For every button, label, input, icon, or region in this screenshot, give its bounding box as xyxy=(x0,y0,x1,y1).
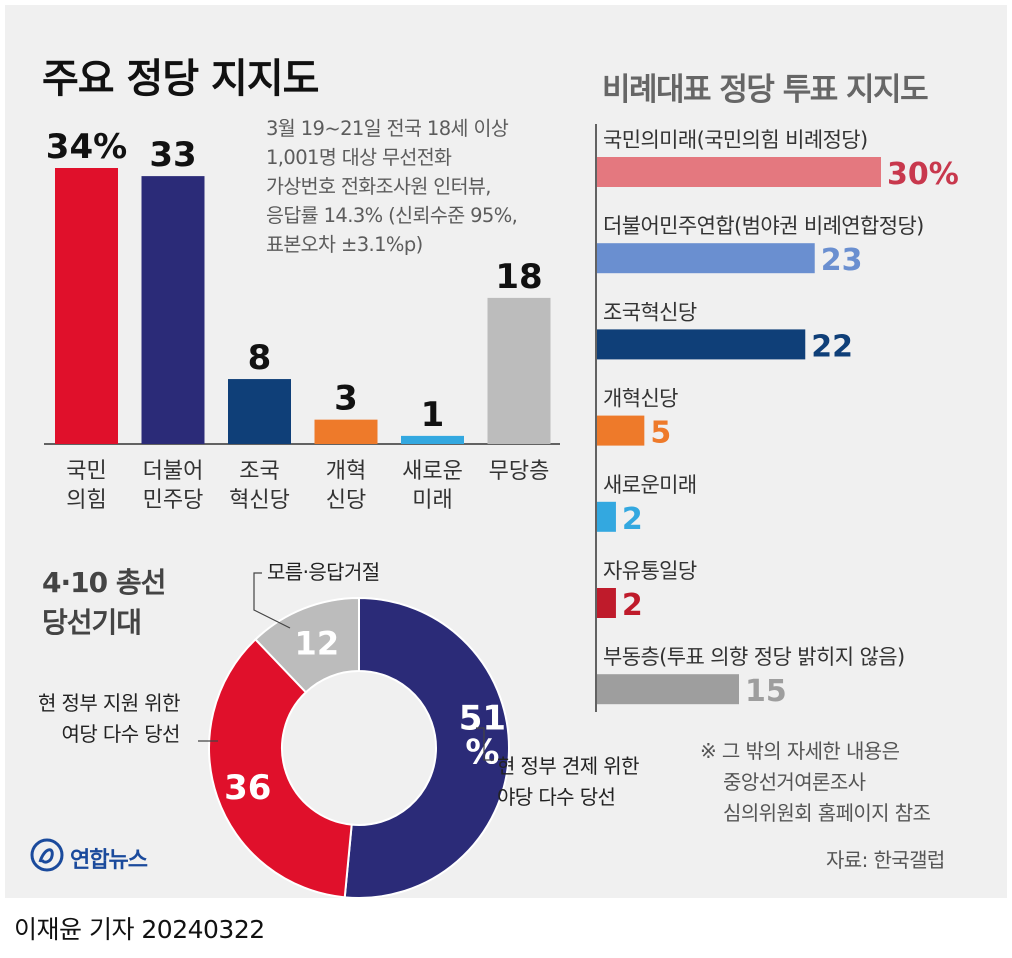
bar-category-label-5: 무당층 xyxy=(489,459,550,484)
yonhap-logo-icon xyxy=(30,838,64,872)
bar-2 xyxy=(228,379,291,444)
hbar-5 xyxy=(597,588,616,618)
hbar-value-label-0: 30% xyxy=(887,157,959,192)
hbar-value-label-5: 2 xyxy=(622,588,643,623)
hbar-6 xyxy=(597,674,739,705)
hbar-value-label-2: 22 xyxy=(811,329,853,364)
hbar-category-label-0: 국민의미래(국민의힘 비례정당) xyxy=(603,128,868,152)
bar-5 xyxy=(487,297,551,444)
donut-value-label-2: 12 xyxy=(295,625,340,663)
donut-slice-2 xyxy=(254,596,360,694)
hbar-value-label-3: 5 xyxy=(650,416,671,451)
hbar-category-label-2: 조국혁신당 xyxy=(603,300,697,324)
bar-value-label-4: 1 xyxy=(421,395,445,435)
hbar-2 xyxy=(597,329,806,360)
footnote: ※ 그 밖의 자세한 내용은 중앙선거여론조사 심의위원회 홈페이지 참조 xyxy=(700,739,931,825)
main-title: 주요 정당 지지도 xyxy=(42,56,319,102)
bar-value-label-3: 3 xyxy=(334,379,358,419)
bar-category-label-0: 국민 의힘 xyxy=(66,459,106,513)
hbar-value-label-6: 15 xyxy=(745,674,787,709)
byline: 이재윤 기자 20240322 xyxy=(14,915,265,944)
hbar-category-label-6: 부동층(투표 의향 정당 밝히지 않음) xyxy=(603,645,905,669)
donut-label-ruling: 현 정부 지원 위한 여당 다수 당선 xyxy=(38,691,180,746)
bar-category-label-1: 더불어 민주당 xyxy=(143,459,204,513)
survey-note: 3월 19~21일 전국 18세 이상 1,001명 대상 무선전화 가상번호 … xyxy=(266,117,518,256)
donut-label-opposition: 현 정부 견제 위한 야당 다수 당선 xyxy=(497,754,639,809)
hbar-3 xyxy=(597,415,645,446)
donut-title: 4·10 총선 당선기대 xyxy=(42,566,166,639)
leader-line-2 xyxy=(253,572,291,629)
hbar-0 xyxy=(597,157,881,187)
hbar-1 xyxy=(597,243,815,274)
hbar-category-label-5: 자유통일당 xyxy=(603,559,697,583)
bar-value-label-1: 33 xyxy=(149,135,196,175)
donut-value-label-0: 51% xyxy=(459,698,506,772)
hbar-value-label-4: 2 xyxy=(622,502,643,537)
hbar-category-label-1: 더불어민주연합(범야권 비례연합정당) xyxy=(603,214,924,238)
leader-line-0 xyxy=(476,727,494,761)
bar-value-label-5: 18 xyxy=(495,257,542,297)
bar-4 xyxy=(401,435,464,444)
donut-slice-0 xyxy=(343,596,510,899)
yonhap-logo-text: 연합뉴스 xyxy=(70,848,148,873)
donut-value-label-1: 36 xyxy=(224,768,271,808)
hbar-category-label-3: 개혁신당 xyxy=(603,387,678,411)
bar-value-label-2: 8 xyxy=(248,338,272,378)
bar-3 xyxy=(314,419,378,444)
donut-slice-1 xyxy=(208,638,353,899)
bar-1 xyxy=(141,176,205,444)
bar-category-label-4: 새로운 미래 xyxy=(402,459,463,513)
bar-category-label-3: 개혁 신당 xyxy=(326,459,366,513)
hbar-4 xyxy=(597,501,616,532)
donut-label-unknown: 모름·응답거절 xyxy=(267,560,380,584)
bar-value-label-0: 34% xyxy=(46,127,127,167)
bar-0 xyxy=(55,168,118,444)
source-text: 자료: 한국갤럽 xyxy=(826,848,945,872)
hbar-category-label-4: 새로운미래 xyxy=(603,473,697,497)
bar-category-label-2: 조국 혁신당 xyxy=(229,459,290,513)
hbar-value-label-1: 23 xyxy=(821,243,863,278)
party-vote-title: 비례대표 정당 투표 지지도 xyxy=(602,72,929,108)
